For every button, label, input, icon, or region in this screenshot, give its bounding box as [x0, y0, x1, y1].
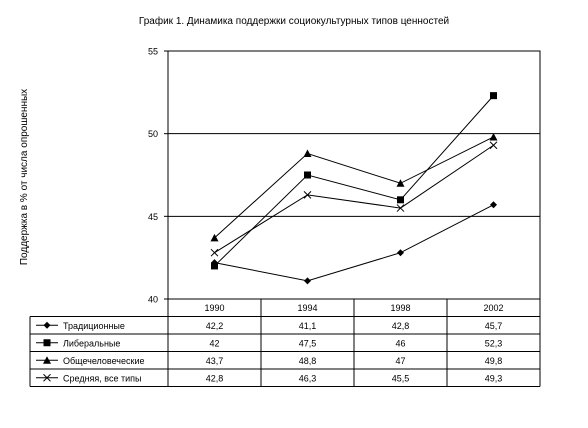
legend-marker-square: [43, 339, 51, 347]
data-point-square: [304, 171, 311, 179]
data-point-triangle: [396, 179, 405, 187]
data-point-triangle: [210, 233, 219, 242]
x-tick-label: 1994: [297, 303, 317, 313]
x-tick-label: 1990: [204, 303, 224, 313]
x-marker-stroke: [396, 204, 405, 212]
series-line-3: [214, 136, 494, 239]
table-cell-value: 47,5: [299, 338, 317, 348]
legend-label: Либеральные: [63, 338, 120, 348]
table-cell-value: 42: [209, 338, 219, 348]
y-tick-label: 45: [148, 212, 158, 222]
table-cell-value: 42,8: [392, 321, 410, 331]
legend-label: Традиционные: [63, 321, 125, 331]
y-axis-label: Поддержка в % от числа опрошенных: [19, 89, 30, 265]
x-marker-stroke: [489, 141, 498, 150]
x-marker-stroke: [210, 248, 219, 257]
legend-marker-triangle: [43, 356, 51, 364]
series-line-4: [214, 144, 494, 254]
y-tick-label: 40: [148, 295, 158, 305]
data-point-square: [397, 196, 404, 204]
data-point-square: [211, 262, 218, 270]
data-point-x: [303, 190, 312, 199]
table-cell-value: 42,8: [206, 373, 224, 383]
legend-label: Средняя, все типы: [63, 373, 141, 383]
table-cell-value: 45,5: [392, 373, 410, 383]
x-tick-label: 1998: [390, 303, 410, 313]
table-cell-value: 47: [395, 356, 405, 366]
data-point-triangle: [489, 132, 498, 141]
table-cell-value: 46: [395, 338, 405, 348]
series-line-1: [214, 204, 494, 282]
legend-marker-diamond: [43, 321, 51, 329]
data-point-triangle: [303, 149, 312, 158]
chart-title: График 1. Динамика поддержки социокульту…: [139, 15, 449, 27]
data-point-x: [489, 141, 498, 150]
data-point-x: [210, 248, 219, 257]
table-cell-value: 49,8: [485, 356, 503, 366]
data-point-diamond: [490, 201, 497, 209]
y-tick-label: 55: [148, 47, 158, 57]
table-cell-value: 45,7: [485, 321, 503, 331]
data-point-diamond: [304, 277, 311, 285]
x-tick-label: 2002: [483, 303, 503, 313]
data-point-diamond: [397, 249, 404, 257]
table-cell-value: 52,3: [485, 338, 503, 348]
legend-marker-x: [43, 373, 51, 382]
legend-label: Общечеловеческие: [63, 356, 144, 366]
y-tick-label: 50: [148, 129, 158, 139]
x-marker-stroke: [43, 373, 51, 382]
table-cell-value: 43,7: [206, 356, 224, 366]
table-cell-value: 42,2: [206, 321, 224, 331]
data-point-square: [490, 92, 497, 100]
data-point-x: [396, 204, 405, 212]
table-cell-value: 41,1: [299, 321, 317, 331]
table-cell-value: 49,3: [485, 373, 503, 383]
table-cell-value: 48,8: [299, 356, 317, 366]
x-marker-stroke: [303, 190, 312, 199]
plot-area: [167, 50, 541, 300]
table-cell-value: 46,3: [299, 373, 317, 383]
series-line-2: [214, 95, 494, 267]
